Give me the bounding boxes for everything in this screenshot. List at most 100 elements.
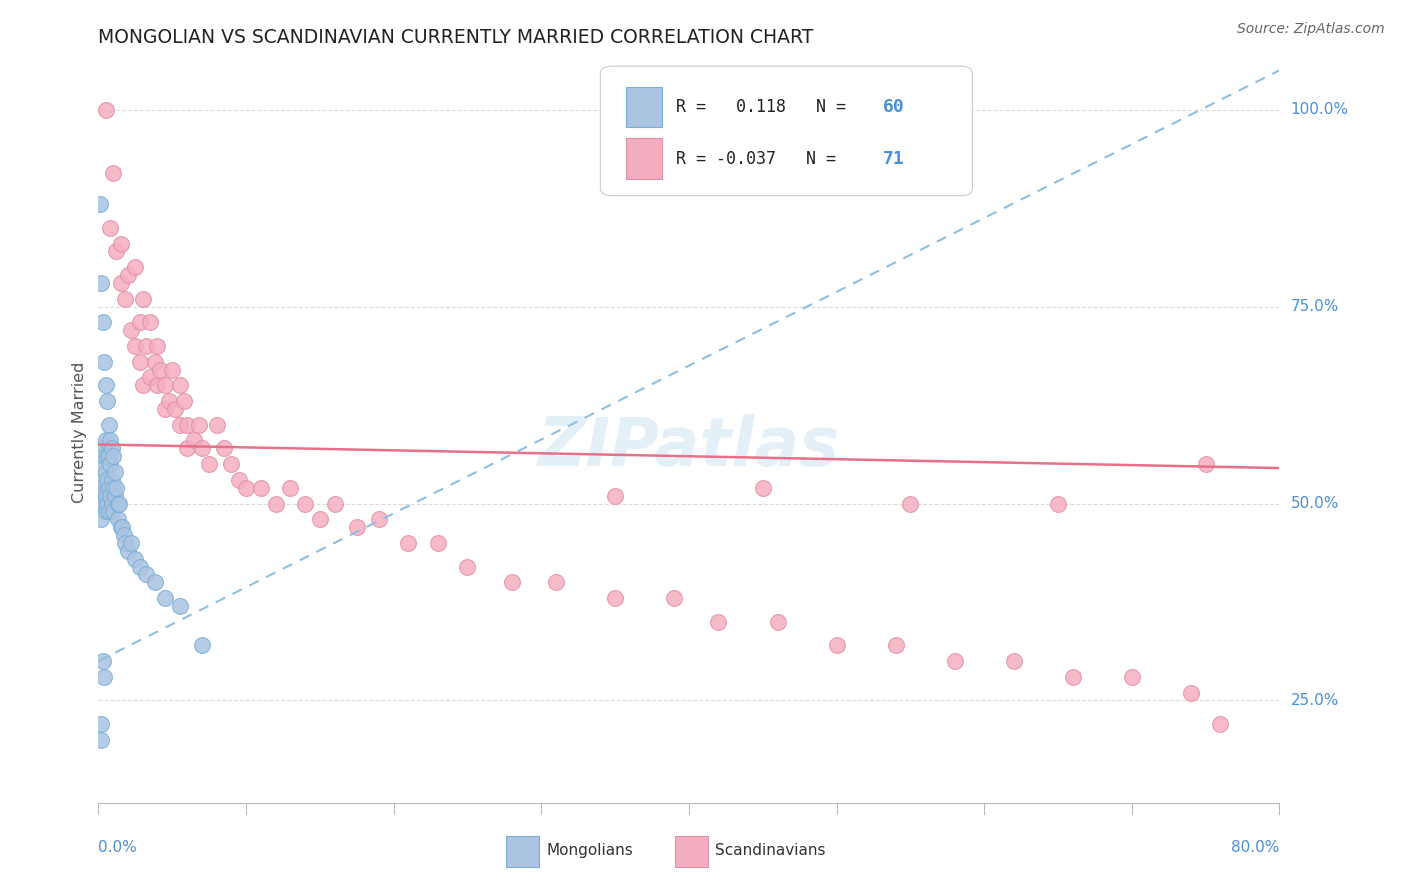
- Point: [605, 591, 627, 605]
- Point: [664, 591, 686, 605]
- Point: [228, 473, 250, 487]
- Text: Scandinavians: Scandinavians: [714, 844, 825, 858]
- Point: [128, 355, 150, 369]
- Point: [110, 276, 132, 290]
- Point: [103, 449, 125, 463]
- Point: [114, 536, 136, 550]
- Point: [94, 465, 117, 479]
- Text: 0.0%: 0.0%: [98, 840, 138, 855]
- Point: [117, 543, 139, 558]
- Point: [264, 496, 287, 510]
- Point: [398, 536, 420, 550]
- Point: [707, 615, 730, 629]
- Point: [94, 489, 117, 503]
- Point: [546, 575, 568, 590]
- Point: [501, 575, 523, 590]
- Bar: [626, 87, 662, 128]
- Point: [294, 496, 316, 510]
- Point: [153, 378, 176, 392]
- Point: [139, 315, 162, 329]
- Point: [90, 276, 112, 290]
- Point: [132, 292, 155, 306]
- Point: [98, 489, 121, 503]
- Point: [162, 362, 183, 376]
- Point: [280, 481, 302, 495]
- Point: [91, 442, 114, 456]
- Point: [93, 496, 115, 510]
- Point: [117, 268, 139, 282]
- Point: [146, 378, 169, 392]
- Bar: [626, 138, 662, 179]
- Point: [107, 496, 129, 510]
- Bar: [506, 836, 538, 867]
- Point: [169, 378, 191, 392]
- Point: [235, 481, 257, 495]
- Point: [97, 449, 120, 463]
- Point: [752, 481, 775, 495]
- Point: [90, 481, 112, 495]
- Point: [100, 473, 122, 487]
- Point: [457, 559, 479, 574]
- Point: [104, 465, 127, 479]
- Point: [187, 417, 209, 432]
- Point: [139, 370, 162, 384]
- Point: [114, 292, 136, 306]
- Point: [309, 512, 332, 526]
- Point: [323, 496, 346, 510]
- Point: [143, 575, 166, 590]
- Point: [97, 504, 120, 518]
- Point: [205, 417, 228, 432]
- Point: [173, 394, 195, 409]
- Point: [96, 496, 118, 510]
- Point: [111, 520, 134, 534]
- Point: [1209, 717, 1232, 731]
- Text: Source: ZipAtlas.com: Source: ZipAtlas.com: [1237, 22, 1385, 37]
- Point: [112, 528, 135, 542]
- Point: [153, 591, 176, 605]
- Point: [107, 512, 129, 526]
- Text: MONGOLIAN VS SCANDINAVIAN CURRENTLY MARRIED CORRELATION CHART: MONGOLIAN VS SCANDINAVIAN CURRENTLY MARR…: [98, 28, 814, 47]
- Point: [183, 434, 205, 448]
- Point: [900, 496, 922, 510]
- Point: [605, 489, 627, 503]
- Point: [943, 654, 966, 668]
- Point: [97, 481, 120, 495]
- Point: [766, 615, 789, 629]
- Point: [135, 339, 157, 353]
- Point: [149, 362, 172, 376]
- Point: [91, 315, 114, 329]
- Point: [132, 378, 155, 392]
- Point: [176, 417, 198, 432]
- Point: [1180, 685, 1202, 699]
- Point: [169, 599, 191, 613]
- Point: [103, 481, 125, 495]
- Point: [153, 402, 176, 417]
- Point: [124, 551, 146, 566]
- Point: [104, 489, 127, 503]
- Point: [90, 489, 112, 503]
- Point: [89, 496, 111, 510]
- Point: [93, 670, 115, 684]
- Point: [89, 481, 111, 495]
- Point: [94, 504, 117, 518]
- Point: [146, 339, 169, 353]
- Point: [97, 417, 120, 432]
- Point: [90, 457, 112, 471]
- Point: [1062, 670, 1084, 684]
- Point: [91, 496, 114, 510]
- Point: [103, 166, 125, 180]
- Text: 71: 71: [883, 150, 904, 168]
- Text: 80.0%: 80.0%: [1232, 840, 1279, 855]
- Point: [124, 339, 146, 353]
- Point: [1195, 457, 1218, 471]
- Text: 25.0%: 25.0%: [1291, 693, 1339, 708]
- Text: 60: 60: [883, 98, 904, 116]
- Text: Mongolians: Mongolians: [546, 844, 633, 858]
- Point: [143, 355, 166, 369]
- Point: [1002, 654, 1025, 668]
- Point: [98, 434, 121, 448]
- Point: [135, 567, 157, 582]
- Point: [98, 457, 121, 471]
- Point: [90, 512, 112, 526]
- Point: [96, 449, 118, 463]
